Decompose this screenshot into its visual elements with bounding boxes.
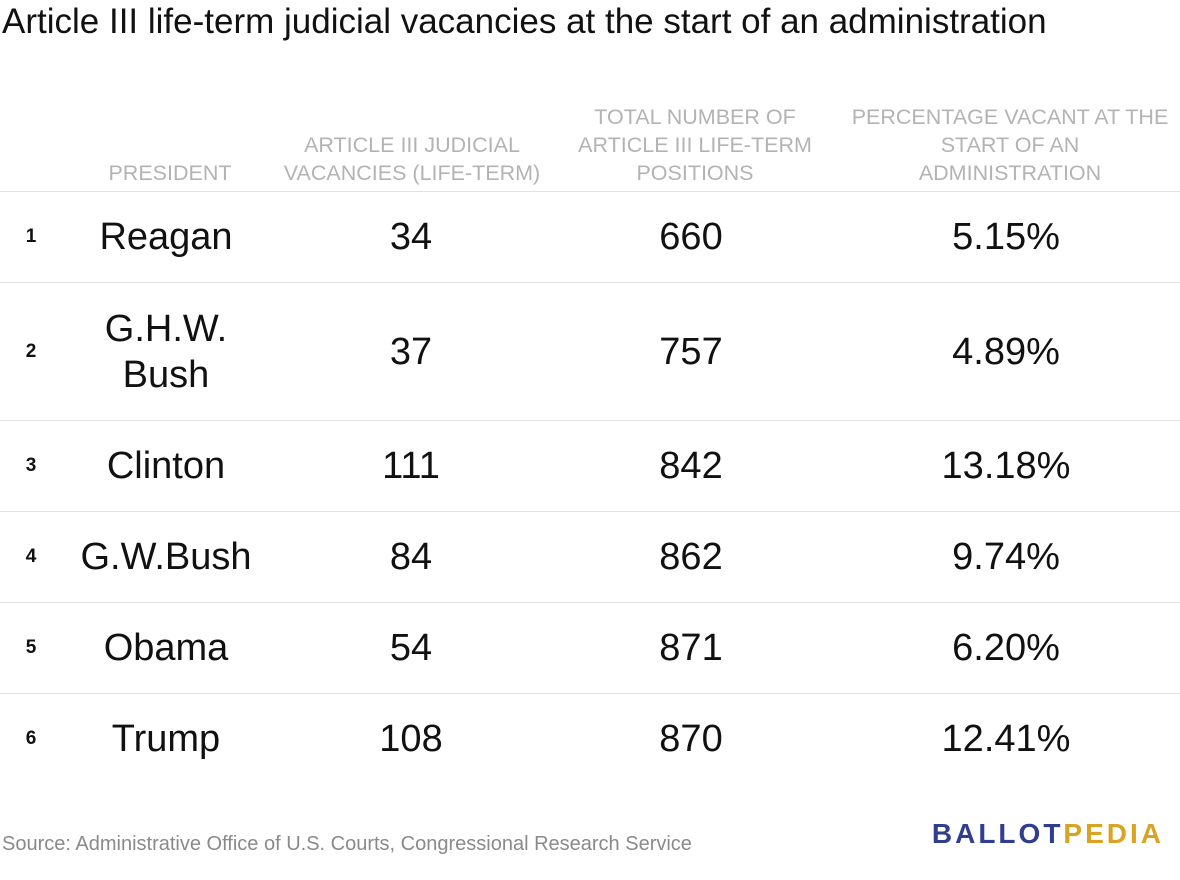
row-total-positions: 842 xyxy=(659,445,723,487)
row-percentage-vacant: 9.74% xyxy=(952,536,1060,578)
row-president: Reagan xyxy=(99,216,233,258)
row-rank: 3 xyxy=(25,455,37,476)
row-vacancies: 54 xyxy=(389,627,433,669)
row-vacancies: 111 xyxy=(382,445,440,487)
chart-title: Article III life-term judicial vacancies… xyxy=(2,2,1047,41)
table-row: 3 Clinton 111 842 13.18% xyxy=(0,421,1180,512)
row-rank: 4 xyxy=(25,546,37,567)
row-vacancies: 84 xyxy=(389,536,433,578)
row-rank: 2 xyxy=(25,340,37,362)
vacancy-table: PRESIDENT ARTICLE III JUDICIAL VACANCIES… xyxy=(0,100,1180,784)
table-row: 1 Reagan 34 660 5.15% xyxy=(0,192,1180,283)
row-president: Trump xyxy=(111,718,221,760)
column-header-vacancies: ARTICLE III JUDICIAL VACANCIES (LIFE-TER… xyxy=(283,133,541,185)
row-vacancies: 108 xyxy=(379,718,443,760)
row-rank: 5 xyxy=(25,637,37,658)
row-total-positions: 871 xyxy=(659,627,723,669)
row-total-positions: 862 xyxy=(659,536,723,578)
column-header-total-positions: TOTAL NUMBER OF ARTICLE III LIFE-TERM PO… xyxy=(578,105,812,185)
row-percentage-vacant: 12.41% xyxy=(941,718,1071,760)
row-president: Clinton xyxy=(106,445,226,487)
row-percentage-vacant: 5.15% xyxy=(952,216,1060,258)
row-rank: 6 xyxy=(25,728,37,749)
table-body: 1 Reagan 34 660 5.15% 2 G.H.W. Bush 37 757 4.89% 3… xyxy=(0,192,1180,784)
row-vacancies: 34 xyxy=(389,216,433,258)
row-total-positions: 757 xyxy=(659,330,723,373)
table-row: 6 Trump 108 870 12.41% xyxy=(0,694,1180,784)
row-percentage-vacant: 4.89% xyxy=(952,330,1060,373)
table-row: 5 Obama 54 871 6.20% xyxy=(0,603,1180,694)
row-president: G.H.W. Bush xyxy=(104,307,228,396)
row-president: G.W.Bush xyxy=(80,536,252,578)
column-header-president: PRESIDENT xyxy=(108,161,232,185)
table-row: 4 G.W.Bush 84 862 9.74% xyxy=(0,512,1180,603)
row-rank: 1 xyxy=(25,226,37,247)
table-row: 2 G.H.W. Bush 37 757 4.89% xyxy=(0,283,1180,421)
logo-part-pedia: PEDIA xyxy=(1063,818,1164,849)
row-total-positions: 660 xyxy=(659,216,723,258)
column-header-percentage-vacant: PERCENTAGE VACANT AT THE START OF AN ADM… xyxy=(851,105,1169,185)
row-president: Obama xyxy=(103,627,229,669)
source-note: Source: Administrative Office of U.S. Co… xyxy=(2,833,692,855)
table-header: PRESIDENT ARTICLE III JUDICIAL VACANCIES… xyxy=(0,100,1180,192)
row-percentage-vacant: 6.20% xyxy=(952,627,1060,669)
row-total-positions: 870 xyxy=(659,718,723,760)
row-vacancies: 37 xyxy=(389,330,433,373)
row-percentage-vacant: 13.18% xyxy=(941,445,1071,487)
ballotpedia-logo: BALLOTPEDIA xyxy=(932,817,1164,851)
logo-part-ballot: BALLOT xyxy=(931,818,1064,849)
